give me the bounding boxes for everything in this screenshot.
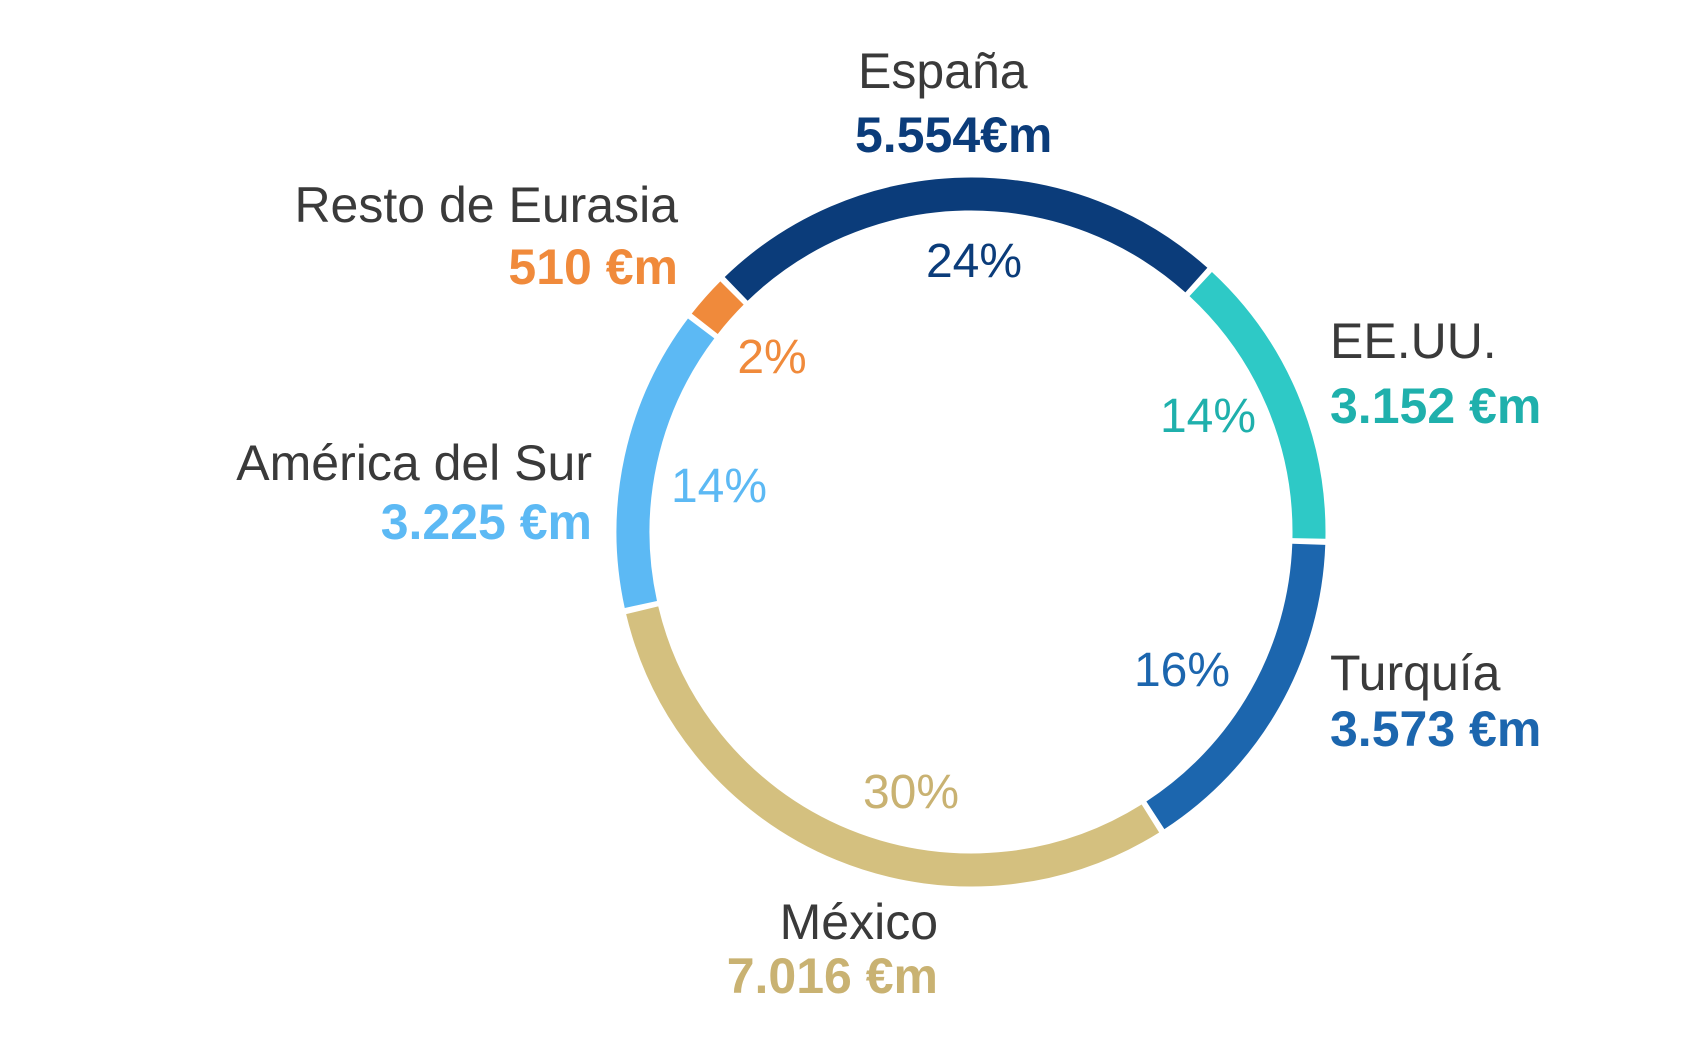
donut-slice-espa-a [724, 177, 1208, 301]
label-name-espana: España [858, 43, 1028, 99]
label-value-espana: 5.554€m [855, 107, 1052, 163]
percent-espana: 24% [926, 235, 1022, 288]
percent-mexico: 30% [863, 766, 959, 819]
label-value-resto-de-eurasia: 510 €m [508, 239, 678, 295]
label-name-america-del-sur: América del Sur [236, 435, 592, 491]
donut-slice-am-rica-del-sur [616, 318, 715, 609]
percent-america-del-sur: 14% [671, 460, 767, 513]
label-name-turquia: Turquía [1330, 645, 1501, 701]
label-value-mexico: 7.016 €m [727, 948, 938, 1004]
label-value-turquia: 3.573 €m [1330, 701, 1541, 757]
donut-slice-m-xico [626, 606, 1160, 887]
donut-slice-ee-uu- [1189, 271, 1326, 539]
donut-slice-turqu-a [1146, 543, 1326, 830]
label-name-eeuu: EE.UU. [1330, 313, 1497, 369]
label-name-mexico: México [780, 894, 938, 950]
donut-arcs [616, 177, 1326, 887]
donut-slice-resto-de-eurasia [691, 281, 744, 335]
label-name-resto-de-eurasia: Resto de Eurasia [294, 177, 678, 233]
percent-turquia: 16% [1134, 644, 1230, 697]
percent-eeuu: 14% [1160, 390, 1256, 443]
label-value-eeuu: 3.152 €m [1330, 378, 1541, 434]
percent-resto-de-eurasia: 2% [737, 331, 806, 384]
label-value-america-del-sur: 3.225 €m [381, 494, 592, 550]
